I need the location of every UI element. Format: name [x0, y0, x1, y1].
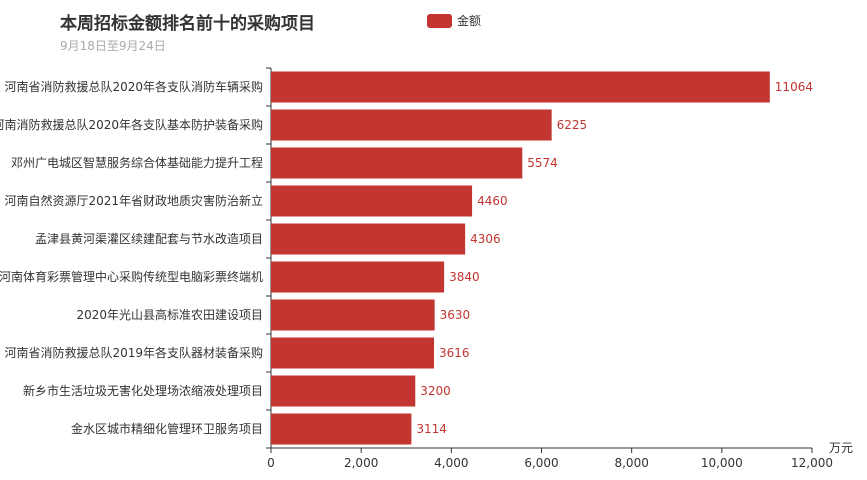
bar	[271, 375, 416, 407]
data-label: 4306	[470, 232, 501, 246]
data-label: 6225	[557, 118, 588, 132]
category-label: 金水区城市精细化管理环卫服务项目	[71, 421, 263, 436]
bar	[271, 147, 523, 179]
data-label: 3200	[420, 384, 451, 398]
data-label: 3114	[416, 422, 447, 436]
x-tick-label: 8,000	[614, 456, 648, 470]
bar	[271, 223, 466, 255]
category-label: 河南体育彩票管理中心采购传统型电脑彩票终端机	[0, 269, 263, 284]
legend-swatch	[427, 13, 452, 28]
bar	[271, 185, 473, 217]
category-label: 河南消防救援总队2020年各支队基本防护装备采购	[0, 117, 263, 132]
data-label: 3630	[440, 308, 471, 322]
category-label: 河南省消防救援总队2019年各支队器材装备采购	[4, 345, 263, 360]
chart-subtitle: 9月18日至9月24日	[60, 39, 166, 53]
data-label: 5574	[527, 156, 558, 170]
category-label: 孟津县黄河渠灌区续建配套与节水改造项目	[35, 232, 263, 246]
bar	[271, 337, 435, 369]
x-tick-label: 12,000	[791, 456, 833, 470]
category-label: 2020年光山县高标准农田建设项目	[76, 307, 263, 322]
x-tick-label: 6,000	[524, 456, 558, 470]
data-label: 3840	[449, 270, 480, 284]
data-label: 3616	[439, 346, 470, 360]
category-label: 邓州广电城区智慧服务综合体基础能力提升工程	[11, 155, 263, 170]
legend[interactable]: 金额	[427, 12, 481, 29]
x-axis-unit: 万元	[829, 441, 853, 455]
x-tick-label: 10,000	[701, 456, 743, 470]
x-tick-label: 4,000	[434, 456, 468, 470]
category-label: 河南自然资源厅2021年省财政地质灾害防治新立	[4, 193, 263, 208]
legend-label: 金额	[457, 14, 482, 28]
bar	[271, 413, 412, 445]
bar	[271, 299, 435, 331]
x-tick-label: 0	[267, 456, 275, 470]
category-label: 河南省消防救援总队2020年各支队消防车辆采购	[4, 79, 263, 94]
bar	[271, 261, 445, 293]
bar	[271, 109, 552, 141]
bar	[271, 71, 770, 103]
chart-title: 本周招标金额排名前十的采购项目	[60, 14, 315, 34]
x-tick-label: 2,000	[344, 456, 378, 470]
data-label: 11064	[775, 80, 813, 94]
category-label: 新乡市生活垃圾无害化处理场浓缩液处理项目	[23, 383, 263, 398]
data-label: 4460	[477, 194, 508, 208]
